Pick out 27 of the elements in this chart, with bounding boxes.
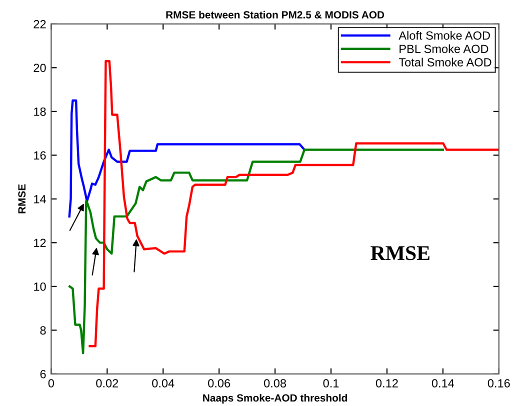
x-tick-label: 0 [48, 379, 54, 388]
line-series [68, 99, 306, 218]
legend-label: PBL Smoke AOD [400, 44, 488, 54]
y-tick-label: 8 [40, 326, 46, 335]
y-tick-label: 10 [34, 282, 46, 291]
legend-label: Aloft Smoke AOD [398, 31, 490, 40]
x-tick-label: 0.04 [152, 379, 174, 388]
chart-title: RMSE between Station PM2.5 & MODIS AOD [166, 10, 384, 18]
y-tick-label: 22 [34, 20, 46, 28]
y-tick-label: 14 [34, 195, 46, 204]
x-tick-label: 0.12 [376, 379, 398, 388]
y-axis-title: RMSE [18, 184, 26, 214]
y-tick-label: 6 [40, 370, 46, 378]
y-tick-label: 20 [34, 64, 46, 72]
x-tick-label: 0.02 [96, 379, 118, 388]
x-axis-title: Naaps Smoke-AOD threshold [203, 394, 348, 404]
y-tick-label: 12 [34, 238, 46, 247]
annotation: RMSE [370, 246, 430, 260]
x-tick-label: 0.16 [488, 379, 510, 388]
y-tick-label: 18 [34, 107, 46, 116]
legend-label: Total Smoke AOD [398, 58, 492, 66]
y-tick-label: 16 [34, 151, 46, 160]
x-tick-label: 0.08 [264, 379, 286, 388]
x-tick-label: 0.14 [432, 379, 454, 388]
x-tick-label: 0.06 [208, 379, 230, 388]
x-tick-label: 0.1 [323, 379, 339, 388]
line-series [68, 148, 444, 354]
